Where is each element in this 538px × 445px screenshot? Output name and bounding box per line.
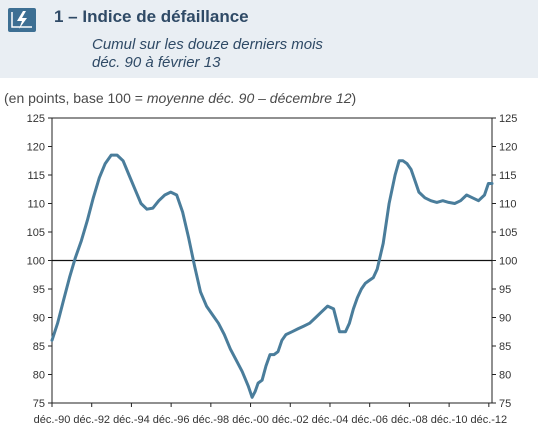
y-tick-label-right: 100 <box>499 256 517 268</box>
y-tick-label-left: 100 <box>27 256 45 268</box>
y-tick-label-right: 85 <box>499 341 511 353</box>
y-tick-label-right: 80 <box>499 370 511 382</box>
y-tick-label-right: 115 <box>499 170 517 182</box>
x-tick-label: déc.-10 <box>431 414 468 426</box>
y-tick-label-right: 90 <box>499 313 511 325</box>
units-note: (en points, base 100 = moyenne déc. 90 –… <box>4 90 356 106</box>
x-tick-label: déc.-94 <box>113 414 150 426</box>
y-tick-label-left: 125 <box>27 113 45 125</box>
y-tick-label-right: 95 <box>499 284 511 296</box>
header-band <box>0 0 538 78</box>
y-tick-label-left: 85 <box>33 341 45 353</box>
x-tick-label: déc.-00 <box>232 414 269 426</box>
y-tick-label-left: 75 <box>33 398 45 410</box>
x-tick-label: déc.-06 <box>351 414 388 426</box>
subtitle-line-2: déc. 90 à février 13 <box>92 54 221 71</box>
x-tick-label: déc.-12 <box>470 414 507 426</box>
x-tick-label: déc.-90 <box>34 414 71 426</box>
y-tick-label-left: 115 <box>27 170 45 182</box>
y-tick-label-right: 75 <box>499 398 511 410</box>
y-tick-label-right: 110 <box>499 199 517 211</box>
lightning-bolt-icon <box>8 8 36 32</box>
y-tick-label-right: 105 <box>499 227 517 239</box>
y-tick-label-right: 120 <box>499 142 517 154</box>
x-tick-label: déc.-04 <box>312 414 349 426</box>
chart-subtitle: Cumul sur les douze derniers mois déc. 9… <box>92 36 323 72</box>
x-tick-label: déc.-02 <box>272 414 309 426</box>
y-tick-label-left: 90 <box>33 313 45 325</box>
x-tick-label: déc.-98 <box>192 414 229 426</box>
y-tick-label-left: 120 <box>27 142 45 154</box>
chart-title: 1 – Indice de défaillance <box>54 7 249 26</box>
y-tick-label-left: 105 <box>27 227 45 239</box>
y-tick-label-left: 80 <box>33 370 45 382</box>
y-tick-label-left: 95 <box>33 284 45 296</box>
units-italic: moyenne déc. 90 – décembre 12 <box>146 90 352 106</box>
series-line <box>50 153 494 399</box>
x-tick-label: déc.-92 <box>73 414 110 426</box>
y-tick-label-right: 125 <box>499 113 517 125</box>
y-tick-label-left: 110 <box>27 199 45 211</box>
units-prefix: (en points, base 100 = <box>4 90 147 106</box>
x-tick-label: déc.-08 <box>391 414 428 426</box>
units-suffix: ) <box>351 90 357 106</box>
subtitle-line-1: Cumul sur les douze derniers mois <box>92 36 323 53</box>
x-tick-label: déc.-96 <box>153 414 190 426</box>
